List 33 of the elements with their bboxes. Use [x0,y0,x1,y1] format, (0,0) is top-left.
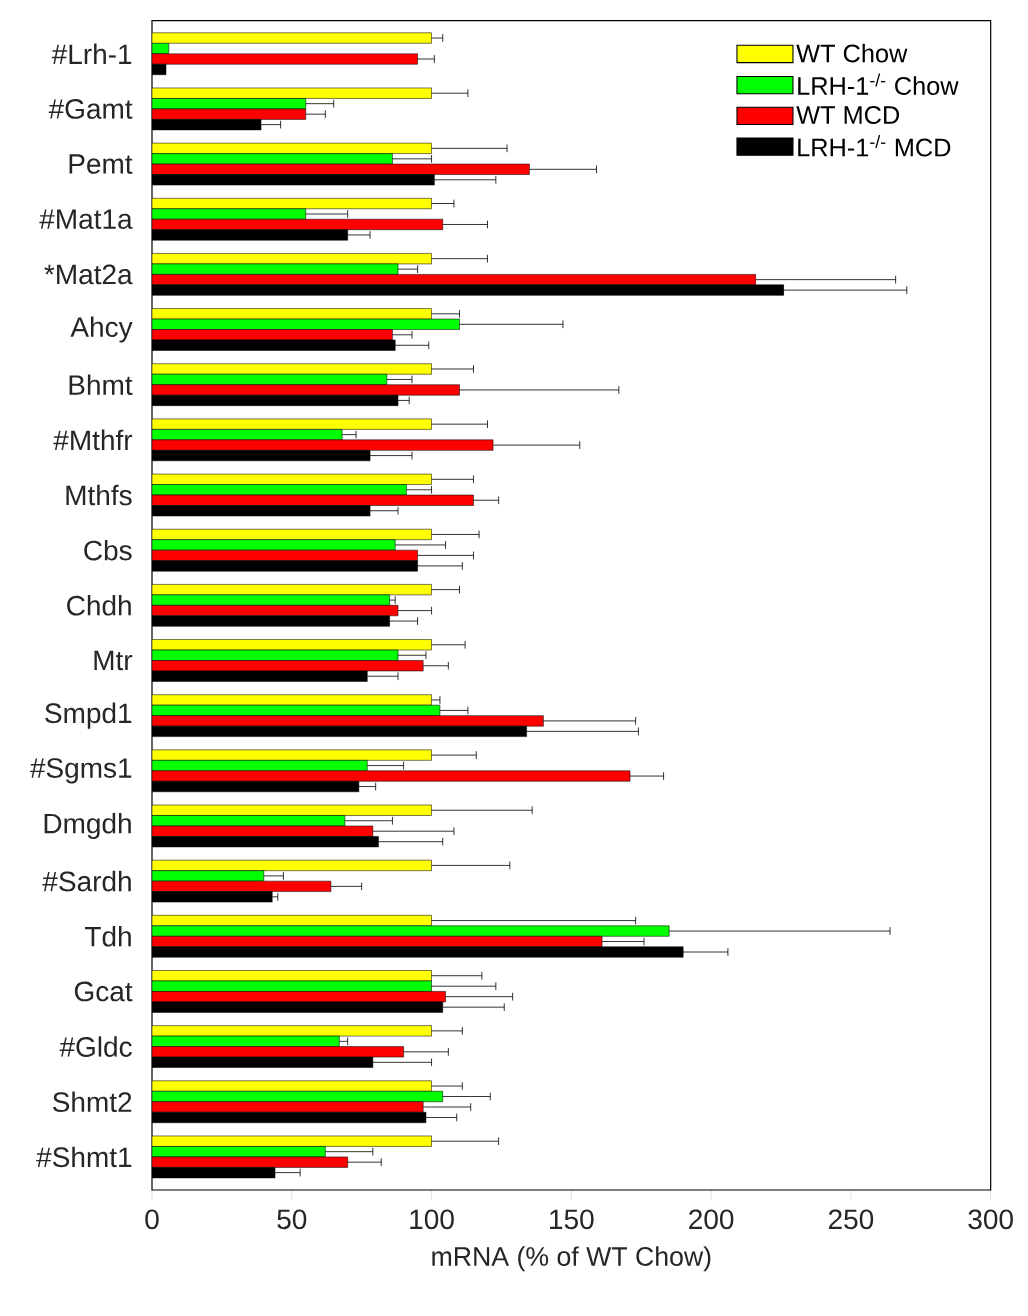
y-tick-label: #Mthfr [53,429,133,451]
y-tick-label: #Mat1a [39,209,133,229]
legend-label: LRH-1$^{-/-}$ Chow [798,73,959,95]
legend-label: WT MCD [796,106,900,124]
legend-label: LRH-1$^{-/-}$ MCD [798,135,951,157]
x-tick-label: 0 [145,1209,159,1230]
legend-label: WT Chow [796,43,908,63]
y-tick-label: Bhmt [69,374,133,395]
y-tick-label: *Mat2a [44,264,133,285]
y-tick-label: Shmt2 [52,1091,132,1113]
x-tick-label: 300 [968,1209,1013,1230]
y-tick-label: Mtr [94,650,133,671]
y-tick-label: Pemt [69,154,133,174]
y-tick-label: #Sardh [42,870,131,892]
x-tick-label: 200 [689,1209,734,1230]
y-tick-label: Chdh [67,595,131,616]
y-tick-label: Ahcy [70,316,133,343]
x-tick-label: 100 [410,1209,454,1230]
x-tick-label: 150 [550,1209,594,1230]
y-tick-label: #Gldc [59,1036,132,1057]
x-tick-label: 250 [828,1209,874,1230]
y-tick-label: Tdh [85,926,131,947]
y-tick-label: #Shmt1 [36,1146,132,1168]
y-tick-label: #Lrh-1 [51,43,132,64]
y-tick-label: Gcat [74,981,133,1002]
y-tick-label: Smpd1 [45,702,132,729]
y-tick-label: Dmgdh [44,812,131,840]
x-tick-label: 50 [277,1209,307,1230]
y-tick-label: #Sgms1 [30,758,132,784]
y-tick-label: Cbs [84,539,132,561]
y-tick-label: #Gamt [48,99,133,119]
x-axis-title: mRNA (% of WT Chow) [432,1246,711,1272]
y-tick-label: Mthfs [66,484,132,506]
